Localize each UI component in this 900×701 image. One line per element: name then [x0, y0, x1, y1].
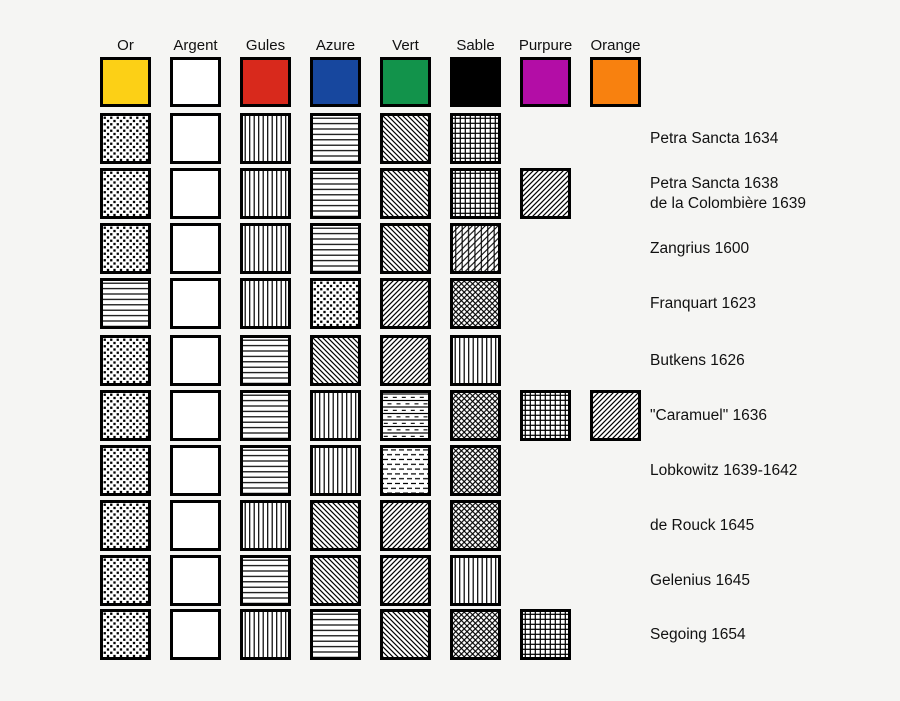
column-label-or: Or [117, 37, 134, 54]
hatch-swatch-r1-or [100, 113, 151, 164]
hatch-swatch-r3-vert [380, 223, 431, 274]
author-label-r7: Lobkowitz 1639-1642 [650, 461, 798, 479]
column-label-argent: Argent [173, 37, 218, 54]
hatch-swatch-r6-azure [310, 390, 361, 441]
hatch-swatch-r1-gules [240, 113, 291, 164]
hatch-swatch-r9-vert [380, 555, 431, 606]
tincture-color-swatch-argent [170, 57, 221, 107]
hatch-swatch-r9-azure [310, 555, 361, 606]
hatch-swatch-r4-azure [310, 278, 361, 329]
hatch-swatch-r2-or [100, 168, 151, 219]
author-label-r5: Butkens 1626 [650, 351, 745, 369]
hatch-swatch-r2-purpure [520, 168, 571, 219]
hatch-swatch-r1-azure [310, 113, 361, 164]
hatch-swatch-r5-sable [450, 335, 501, 386]
hatch-swatch-r5-azure [310, 335, 361, 386]
column-label-purpure: Purpure [518, 37, 573, 54]
hatch-swatch-r5-gules [240, 335, 291, 386]
hatch-swatch-r1-vert [380, 113, 431, 164]
author-label-r2: Petra Sancta 1638 de la Colombière 1639 [650, 174, 806, 212]
hatch-swatch-r8-argent [170, 500, 221, 551]
hatch-swatch-r10-vert [380, 609, 431, 660]
hatch-swatch-r8-gules [240, 500, 291, 551]
tincture-color-swatch-purpure [520, 57, 571, 107]
hatch-swatch-r1-argent [170, 113, 221, 164]
author-label-r1: Petra Sancta 1634 [650, 129, 779, 147]
hatch-swatch-r10-azure [310, 609, 361, 660]
hatch-swatch-r7-vert [380, 445, 431, 496]
hatch-swatch-r7-gules [240, 445, 291, 496]
hatch-swatch-r4-or [100, 278, 151, 329]
tincture-color-swatch-or [100, 57, 151, 107]
author-label-r4: Franquart 1623 [650, 294, 756, 312]
hatch-swatch-r9-gules [240, 555, 291, 606]
hatch-swatch-r3-sable [450, 223, 501, 274]
hatch-swatch-r8-or [100, 500, 151, 551]
hatch-swatch-r6-argent [170, 390, 221, 441]
hatch-swatch-r10-or [100, 609, 151, 660]
hatch-swatch-r2-vert [380, 168, 431, 219]
hatch-swatch-r7-azure [310, 445, 361, 496]
hatch-swatch-r10-gules [240, 609, 291, 660]
column-label-gules: Gules [245, 37, 286, 54]
hatch-swatch-r6-gules [240, 390, 291, 441]
tincture-color-swatch-gules [240, 57, 291, 107]
hatch-swatch-r3-or [100, 223, 151, 274]
author-label-r6: "Caramuel" 1636 [650, 406, 767, 424]
author-label-r8: de Rouck 1645 [650, 516, 755, 534]
column-label-azure: Azure [315, 37, 356, 54]
hatch-swatch-r6-sable [450, 390, 501, 441]
hatch-swatch-r8-vert [380, 500, 431, 551]
hatch-swatch-r2-gules [240, 168, 291, 219]
hatch-swatch-r2-azure [310, 168, 361, 219]
hatch-swatch-r10-argent [170, 609, 221, 660]
hatch-swatch-r4-sable [450, 278, 501, 329]
column-label-vert: Vert [392, 37, 419, 54]
tincture-color-swatch-sable [450, 57, 501, 107]
author-label-r10: Segoing 1654 [650, 625, 746, 643]
hatch-swatch-r9-argent [170, 555, 221, 606]
tincture-color-swatch-azure [310, 57, 361, 107]
hatch-swatch-r4-argent [170, 278, 221, 329]
hatch-swatch-r3-gules [240, 223, 291, 274]
author-label-r3: Zangrius 1600 [650, 239, 750, 257]
hatch-swatch-r7-or [100, 445, 151, 496]
hatch-swatch-r9-sable [450, 555, 501, 606]
author-label-r9: Gelenius 1645 [650, 571, 750, 589]
hatch-swatch-r10-sable [450, 609, 501, 660]
hatch-swatch-r2-argent [170, 168, 221, 219]
hatch-swatch-r6-purpure [520, 390, 571, 441]
hatch-swatch-r10-purpure [520, 609, 571, 660]
hatch-swatch-r7-sable [450, 445, 501, 496]
hatch-swatch-r5-argent [170, 335, 221, 386]
hatch-swatch-r6-orange [590, 390, 641, 441]
hatch-swatch-r9-or [100, 555, 151, 606]
column-label-orange: Orange [590, 37, 641, 54]
hatch-swatch-r6-or [100, 390, 151, 441]
hatch-swatch-r8-azure [310, 500, 361, 551]
tincture-color-swatch-vert [380, 57, 431, 107]
hatch-swatch-r3-argent [170, 223, 221, 274]
column-label-sable: Sable [456, 37, 495, 54]
hatch-swatch-r8-sable [450, 500, 501, 551]
hatch-swatch-r4-gules [240, 278, 291, 329]
hatch-swatch-r1-sable [450, 113, 501, 164]
hatch-swatch-r5-vert [380, 335, 431, 386]
hatch-swatch-r3-azure [310, 223, 361, 274]
hatch-swatch-r7-argent [170, 445, 221, 496]
hatch-swatch-r4-vert [380, 278, 431, 329]
hatch-swatch-r6-vert [380, 390, 431, 441]
tincture-color-swatch-orange [590, 57, 641, 107]
hatch-swatch-r2-sable [450, 168, 501, 219]
hatch-swatch-r5-or [100, 335, 151, 386]
